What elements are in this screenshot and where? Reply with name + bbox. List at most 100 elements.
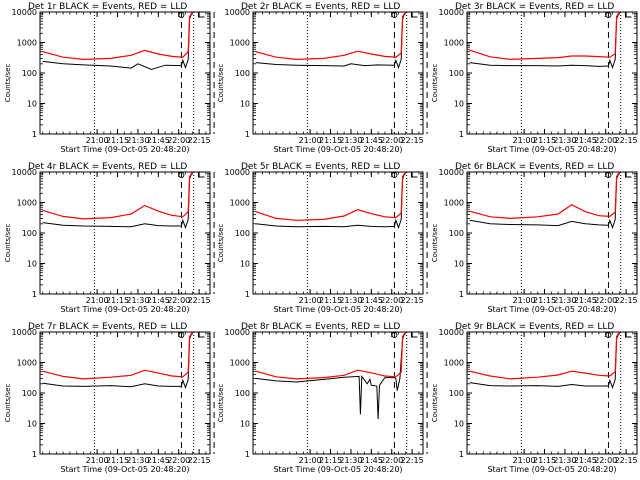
x-tick-label: 21:00 [299, 456, 322, 465]
x-tick-label: 21:00 [513, 456, 536, 465]
x-tick-label: 22:15 [615, 296, 638, 305]
x-tick-label: 21:45 [147, 296, 170, 305]
y-axis-label: Counts/sec [431, 384, 439, 423]
y-tick-label: 100 [22, 69, 37, 78]
y-tick-label: 10000 [225, 8, 250, 17]
y-tick-label: 10 [454, 260, 464, 269]
y-axis-label: Counts/sec [431, 224, 439, 263]
y-tick-label: 10 [454, 100, 464, 109]
y-tick-label: 1000 [230, 359, 250, 368]
marker-bracket [197, 12, 205, 18]
panel-title: Det 2r BLACK = Events, RED = LLD [241, 2, 400, 12]
lld-series-line [255, 331, 406, 380]
detector-panel: Det 2r BLACK = Events, RED = LLD 1 10 100 10… [217, 2, 428, 154]
marker-circle [178, 332, 185, 338]
marker-circle [605, 332, 612, 338]
x-tick-label: 22:15 [401, 136, 424, 145]
y-tick-label: 100 [449, 69, 464, 78]
x-tick-label: 22:15 [401, 296, 424, 305]
x-tick-label: 21:00 [299, 136, 322, 145]
marker-bracket [410, 172, 418, 178]
events-series-line [469, 171, 620, 230]
marker-bracket [197, 332, 205, 338]
panel-title: Det 7r BLACK = Events, RED = LLD [28, 322, 187, 332]
plot-frame [252, 171, 424, 295]
y-tick-label: 1 [32, 130, 37, 139]
y-axis-label: Counts/sec [431, 64, 439, 103]
x-tick-label: 21:45 [574, 136, 597, 145]
panel-title: Det 5r BLACK = Events, RED = LLD [241, 162, 400, 172]
y-tick-label: 10000 [12, 8, 37, 17]
x-tick-label: 21:30 [339, 296, 362, 305]
y-tick-label: 10000 [12, 328, 37, 337]
panel-title: Det 6r BLACK = Events, RED = LLD [455, 162, 614, 172]
y-tick-label: 10 [240, 420, 250, 429]
plot-frame [466, 171, 638, 295]
y-tick-label: 1000 [230, 39, 250, 48]
y-tick-label: 100 [22, 229, 37, 238]
x-tick-label: 21:45 [360, 296, 383, 305]
y-tick-label: 1 [32, 450, 37, 459]
y-axis-label: Counts/sec [4, 224, 12, 263]
x-tick-label: 21:15 [106, 136, 129, 145]
y-tick-label: 1 [245, 290, 250, 299]
events-series-line [469, 331, 620, 390]
detector-panel: Det 5r BLACK = Events, RED = LLD 1 10 100 10… [217, 162, 428, 314]
y-tick-label: 100 [235, 389, 250, 398]
x-tick-label: 21:30 [339, 136, 362, 145]
y-tick-label: 10000 [439, 8, 464, 17]
panel-title: Det 3r BLACK = Events, RED = LLD [455, 2, 614, 12]
events-series-line [469, 11, 620, 70]
x-tick-label: 21:30 [553, 136, 576, 145]
lld-series-line [469, 331, 620, 380]
plot-frame [252, 331, 424, 455]
x-tick-label: 21:15 [533, 456, 556, 465]
y-tick-label: 10 [27, 100, 37, 109]
lld-series-line [255, 171, 406, 221]
x-tick-label: 21:15 [106, 296, 129, 305]
y-tick-label: 1 [459, 290, 464, 299]
y-axis-label: Counts/sec [4, 384, 12, 423]
detector-panel: Det 7r BLACK = Events, RED = LLD 1 10 100 10… [4, 322, 215, 474]
x-tick-label: 21:30 [126, 136, 149, 145]
detector-panel: Det 6r BLACK = Events, RED = LLD 1 10 100 10… [431, 162, 638, 314]
y-tick-label: 100 [449, 389, 464, 398]
x-axis-label: Start Time (09-Oct-05 20:48:20) [273, 465, 402, 474]
marker-bracket [410, 332, 418, 338]
x-tick-label: 21:30 [126, 296, 149, 305]
x-axis-label: Start Time (09-Oct-05 20:48:20) [60, 145, 189, 154]
panel-title: Det 9r BLACK = Events, RED = LLD [455, 322, 614, 332]
x-tick-label: 22:00 [594, 456, 617, 465]
x-tick-label: 22:00 [594, 296, 617, 305]
x-axis-label: Start Time (09-Oct-05 20:48:20) [60, 465, 189, 474]
y-tick-label: 1 [459, 450, 464, 459]
x-tick-label: 21:30 [553, 296, 576, 305]
marker-bracket [624, 332, 632, 338]
y-tick-label: 100 [235, 69, 250, 78]
x-tick-label: 22:15 [188, 136, 211, 145]
panel-title: Det 1r BLACK = Events, RED = LLD [28, 2, 187, 12]
panel-title: Det 8r BLACK = Events, RED = LLD [241, 322, 400, 332]
x-tick-label: 21:30 [553, 456, 576, 465]
panel-title: Det 4r BLACK = Events, RED = LLD [28, 162, 187, 172]
x-tick-label: 22:00 [380, 296, 403, 305]
detector-panel: Det 8r BLACK = Events, RED = LLD 1 10 100 10… [217, 322, 428, 474]
y-tick-label: 1 [32, 290, 37, 299]
x-tick-label: 22:15 [615, 456, 638, 465]
y-axis-label: Counts/sec [217, 64, 225, 103]
lld-series-line [469, 171, 620, 220]
marker-circle [391, 172, 398, 178]
plot-frame [252, 11, 424, 135]
y-tick-label: 10000 [439, 328, 464, 337]
x-tick-label: 21:45 [147, 456, 170, 465]
x-tick-label: 21:15 [319, 296, 342, 305]
lld-series-line [42, 171, 193, 220]
y-tick-label: 100 [22, 389, 37, 398]
x-tick-label: 21:00 [299, 296, 322, 305]
events-series-line [255, 11, 406, 70]
x-tick-label: 22:15 [188, 296, 211, 305]
x-tick-label: 21:15 [533, 136, 556, 145]
x-tick-label: 22:00 [594, 136, 617, 145]
lld-series-line [42, 11, 193, 61]
